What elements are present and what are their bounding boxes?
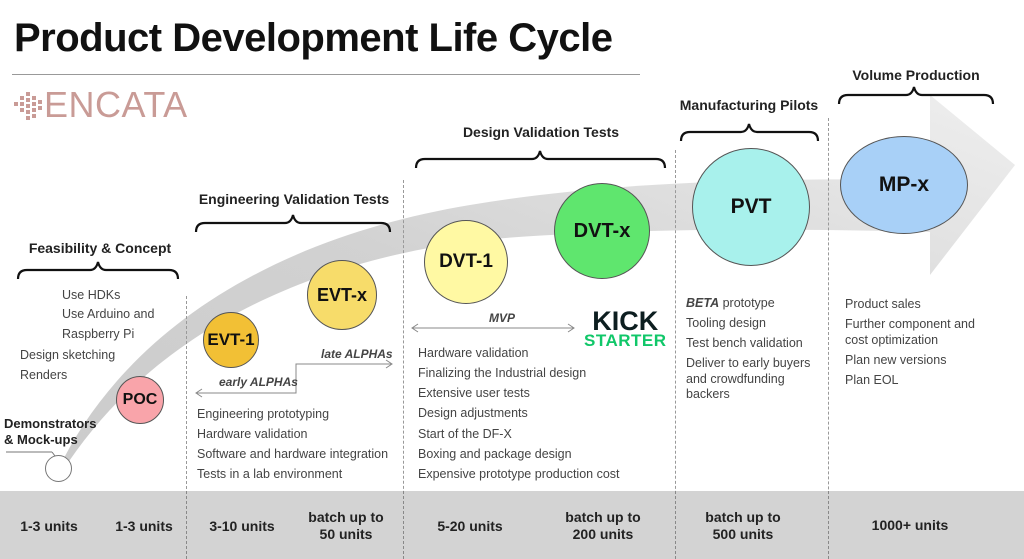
stage-dvt-title: Design Validation Tests xyxy=(462,124,620,140)
brace-feasibility xyxy=(16,261,180,280)
units-mp: 1000+ units xyxy=(871,517,949,533)
evt-1-circle: EVT-1 xyxy=(203,312,259,368)
kickstarter-line2: STARTER xyxy=(584,331,667,350)
mp-note-5: Plan EOL xyxy=(845,373,899,387)
units-poc: 1-3 units xyxy=(115,518,173,534)
evt-note-2: Hardware validation xyxy=(197,427,308,441)
demonstrators-line1: Demonstrators xyxy=(4,416,97,431)
units-dvt-1: 5-20 units xyxy=(437,518,503,534)
stage-mp-title: Volume Production xyxy=(852,67,980,83)
evt-note-4: Tests in a lab environment xyxy=(197,467,343,481)
pvt-note-4: and crowdfunding xyxy=(686,372,785,386)
dvt-note-3: Extensive user tests xyxy=(418,386,530,400)
dvt-note-1: Hardware validation xyxy=(418,346,529,360)
early-alpha-arrow xyxy=(197,382,297,394)
stage-feasibility-title: Feasibility & Concept xyxy=(28,240,172,256)
brace-evt xyxy=(194,214,392,233)
units-dvt-x: batch up to 200 units xyxy=(565,509,641,542)
dvt-note-5: Start of the DF-X xyxy=(418,427,512,441)
demonstrator-circle xyxy=(45,455,72,482)
kickstarter-line1: KICK xyxy=(592,306,659,336)
mp-note-3: cost optimization xyxy=(845,333,939,347)
brace-dvt xyxy=(414,150,667,169)
pvt-note-beta: BETA prototype xyxy=(686,293,775,313)
separator-1 xyxy=(186,296,187,559)
pvt-note-1: Tooling design xyxy=(686,316,766,330)
units-demonstrators: 1-3 units xyxy=(20,518,78,534)
brace-pvt xyxy=(679,123,820,142)
separator-4 xyxy=(828,118,829,559)
mp-note-1: Product sales xyxy=(845,297,921,311)
mvp-label: MVP xyxy=(489,311,516,325)
beta-label: BETA xyxy=(686,296,720,310)
units-evt-x: batch up to 50 units xyxy=(308,509,384,542)
dvt-1-circle: DVT-1 xyxy=(424,220,508,304)
encata-logo-mark xyxy=(14,92,42,120)
page-title: Product Development Life Cycle xyxy=(14,16,613,60)
evt-note-1: Engineering prototyping xyxy=(197,407,330,421)
mp-x-circle: MP-x xyxy=(840,136,968,234)
evt-note-3: Software and hardware integration xyxy=(197,447,389,461)
stage-evt-title: Engineering Validation Tests xyxy=(198,191,390,207)
encata-logo-text: ENCATA xyxy=(44,84,188,125)
dvt-note-4: Design adjustments xyxy=(418,406,528,420)
pvt-note-2: Test bench validation xyxy=(686,336,803,350)
beta-rest: prototype xyxy=(719,296,775,310)
feasibility-note-2: Use Arduino and xyxy=(62,307,155,321)
feasibility-note-3: Raspberry Pi xyxy=(62,327,135,341)
late-alphas-label: late ALPHAs xyxy=(321,347,393,361)
evt-x-circle: EVT-x xyxy=(307,260,377,330)
feasibility-note-1: Use HDKs xyxy=(62,288,121,302)
feasibility-note-5: Renders xyxy=(20,368,68,382)
dvt-note-7: Expensive prototype production cost xyxy=(418,467,620,481)
demonstrators-label: Demonstrators & Mock-ups xyxy=(4,416,96,448)
dvt-note-6: Boxing and package design xyxy=(418,447,572,461)
dvt-x-circle: DVT-x xyxy=(554,183,650,279)
feasibility-note-4: Design sketching xyxy=(20,348,116,362)
mp-note-4: Plan new versions xyxy=(845,353,947,367)
separator-3 xyxy=(675,150,676,559)
units-bar xyxy=(0,491,1024,559)
pvt-note-5: backers xyxy=(686,387,730,401)
demonstrators-line2: & Mock-ups xyxy=(4,432,78,447)
separator-2 xyxy=(403,180,404,559)
kickstarter-logo: KICK STARTER xyxy=(584,306,667,350)
early-alphas-label: early ALPHAs xyxy=(219,375,298,389)
brace-mp xyxy=(837,86,995,105)
poc-circle: POC xyxy=(116,376,164,424)
pvt-circle: PVT xyxy=(692,148,810,266)
stage-pvt-title: Manufacturing Pilots xyxy=(679,97,819,113)
units-evt-1: 3-10 units xyxy=(209,518,275,534)
units-pvt: batch up to 500 units xyxy=(705,509,781,542)
dvt-note-2: Finalizing the Industrial design xyxy=(418,366,587,380)
title-divider xyxy=(12,74,640,75)
mp-note-2: Further component and xyxy=(845,317,975,331)
late-alpha-arrow xyxy=(295,363,391,382)
pvt-note-3: Deliver to early buyers xyxy=(686,356,811,370)
